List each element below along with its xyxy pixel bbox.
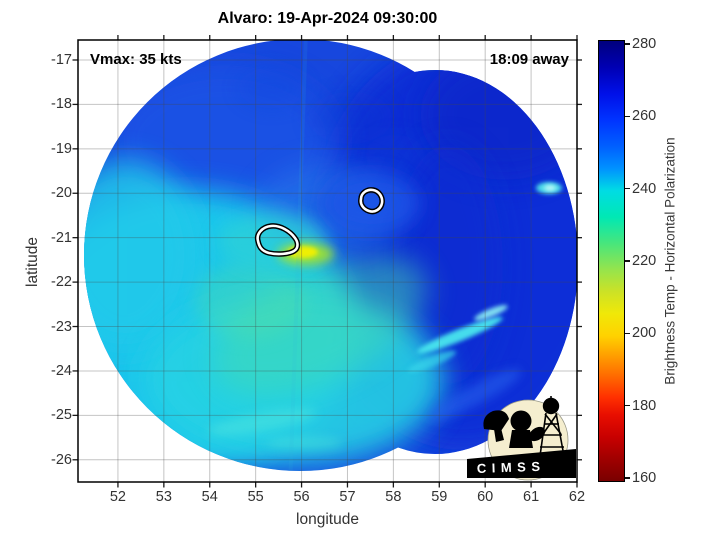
y-tick-label: -26 (51, 451, 72, 468)
y-tick-label: -22 (51, 274, 72, 291)
axis-ticks (72, 35, 582, 488)
cyan-streaks (407, 305, 508, 373)
colorbar-tick-label: 240 (632, 180, 657, 197)
cimss-logo: CIMSS (467, 396, 576, 481)
x-tick-label: 60 (477, 489, 494, 505)
y-tick-label: -18 (51, 96, 72, 113)
y-tick-label: -17 (51, 51, 72, 68)
colorbar-tick-label: 160 (632, 470, 657, 487)
colorbar-tick-mark (625, 477, 630, 479)
x-tick-label: 58 (385, 489, 402, 505)
x-tick-label: 53 (155, 489, 172, 505)
eta-annotation: 18:09 away (489, 51, 569, 68)
x-tick-label: 62 (568, 489, 586, 505)
x-tick-label: 57 (339, 489, 356, 505)
x-tick-label: 61 (523, 489, 540, 505)
colorbar-tick-mark (625, 332, 630, 335)
colorbar-tick-mark (625, 115, 630, 118)
colorbar-tick-label: 260 (632, 108, 657, 125)
cimss-banner (467, 449, 576, 478)
colorbar-tick-label: 280 (632, 35, 657, 52)
colorbar-tick-mark (625, 404, 630, 407)
x-axis-label: longitude (296, 511, 359, 528)
colorbar-tick-mark (625, 187, 630, 190)
cimss-logo-text: CIMSS (477, 459, 546, 476)
x-tick-label: 54 (201, 489, 218, 505)
colorbar-tick-label: 220 (632, 253, 657, 269)
y-tick-label: -24 (51, 362, 72, 379)
colorbar-tick-mark (625, 43, 630, 45)
colorbar-tick-mark (625, 260, 630, 262)
satellite-dishes-icon (483, 410, 546, 448)
x-tick-label: 52 (109, 489, 126, 505)
y-tick-label: -21 (51, 229, 72, 246)
colorbar-title: Brightness Temp - Horizontal Polarizatio… (662, 137, 678, 385)
contour-1 (256, 224, 299, 256)
y-tick-label: -19 (51, 140, 72, 157)
contour-2 (359, 188, 384, 213)
y-tick-label: -25 (51, 407, 72, 424)
x-tick-label: 55 (247, 489, 264, 505)
y-axis-label: latitude (24, 237, 41, 287)
x-tick-label: 56 (293, 489, 310, 505)
vmax-annotation: Vmax: 35 kts (90, 51, 182, 68)
plot-border (77, 39, 578, 483)
figure-title: Alvaro: 19-Apr-2024 09:30:00 (217, 10, 438, 27)
colorbar-tick-label: 200 (632, 325, 657, 342)
water-tower-icon (539, 396, 565, 457)
y-tick-label: -23 (51, 318, 72, 335)
x-tick-label: 59 (431, 489, 448, 505)
y-tick-label: -20 (51, 185, 72, 202)
colorbar-tick-label: 180 (632, 397, 657, 414)
colorbar-gradient (598, 40, 625, 482)
